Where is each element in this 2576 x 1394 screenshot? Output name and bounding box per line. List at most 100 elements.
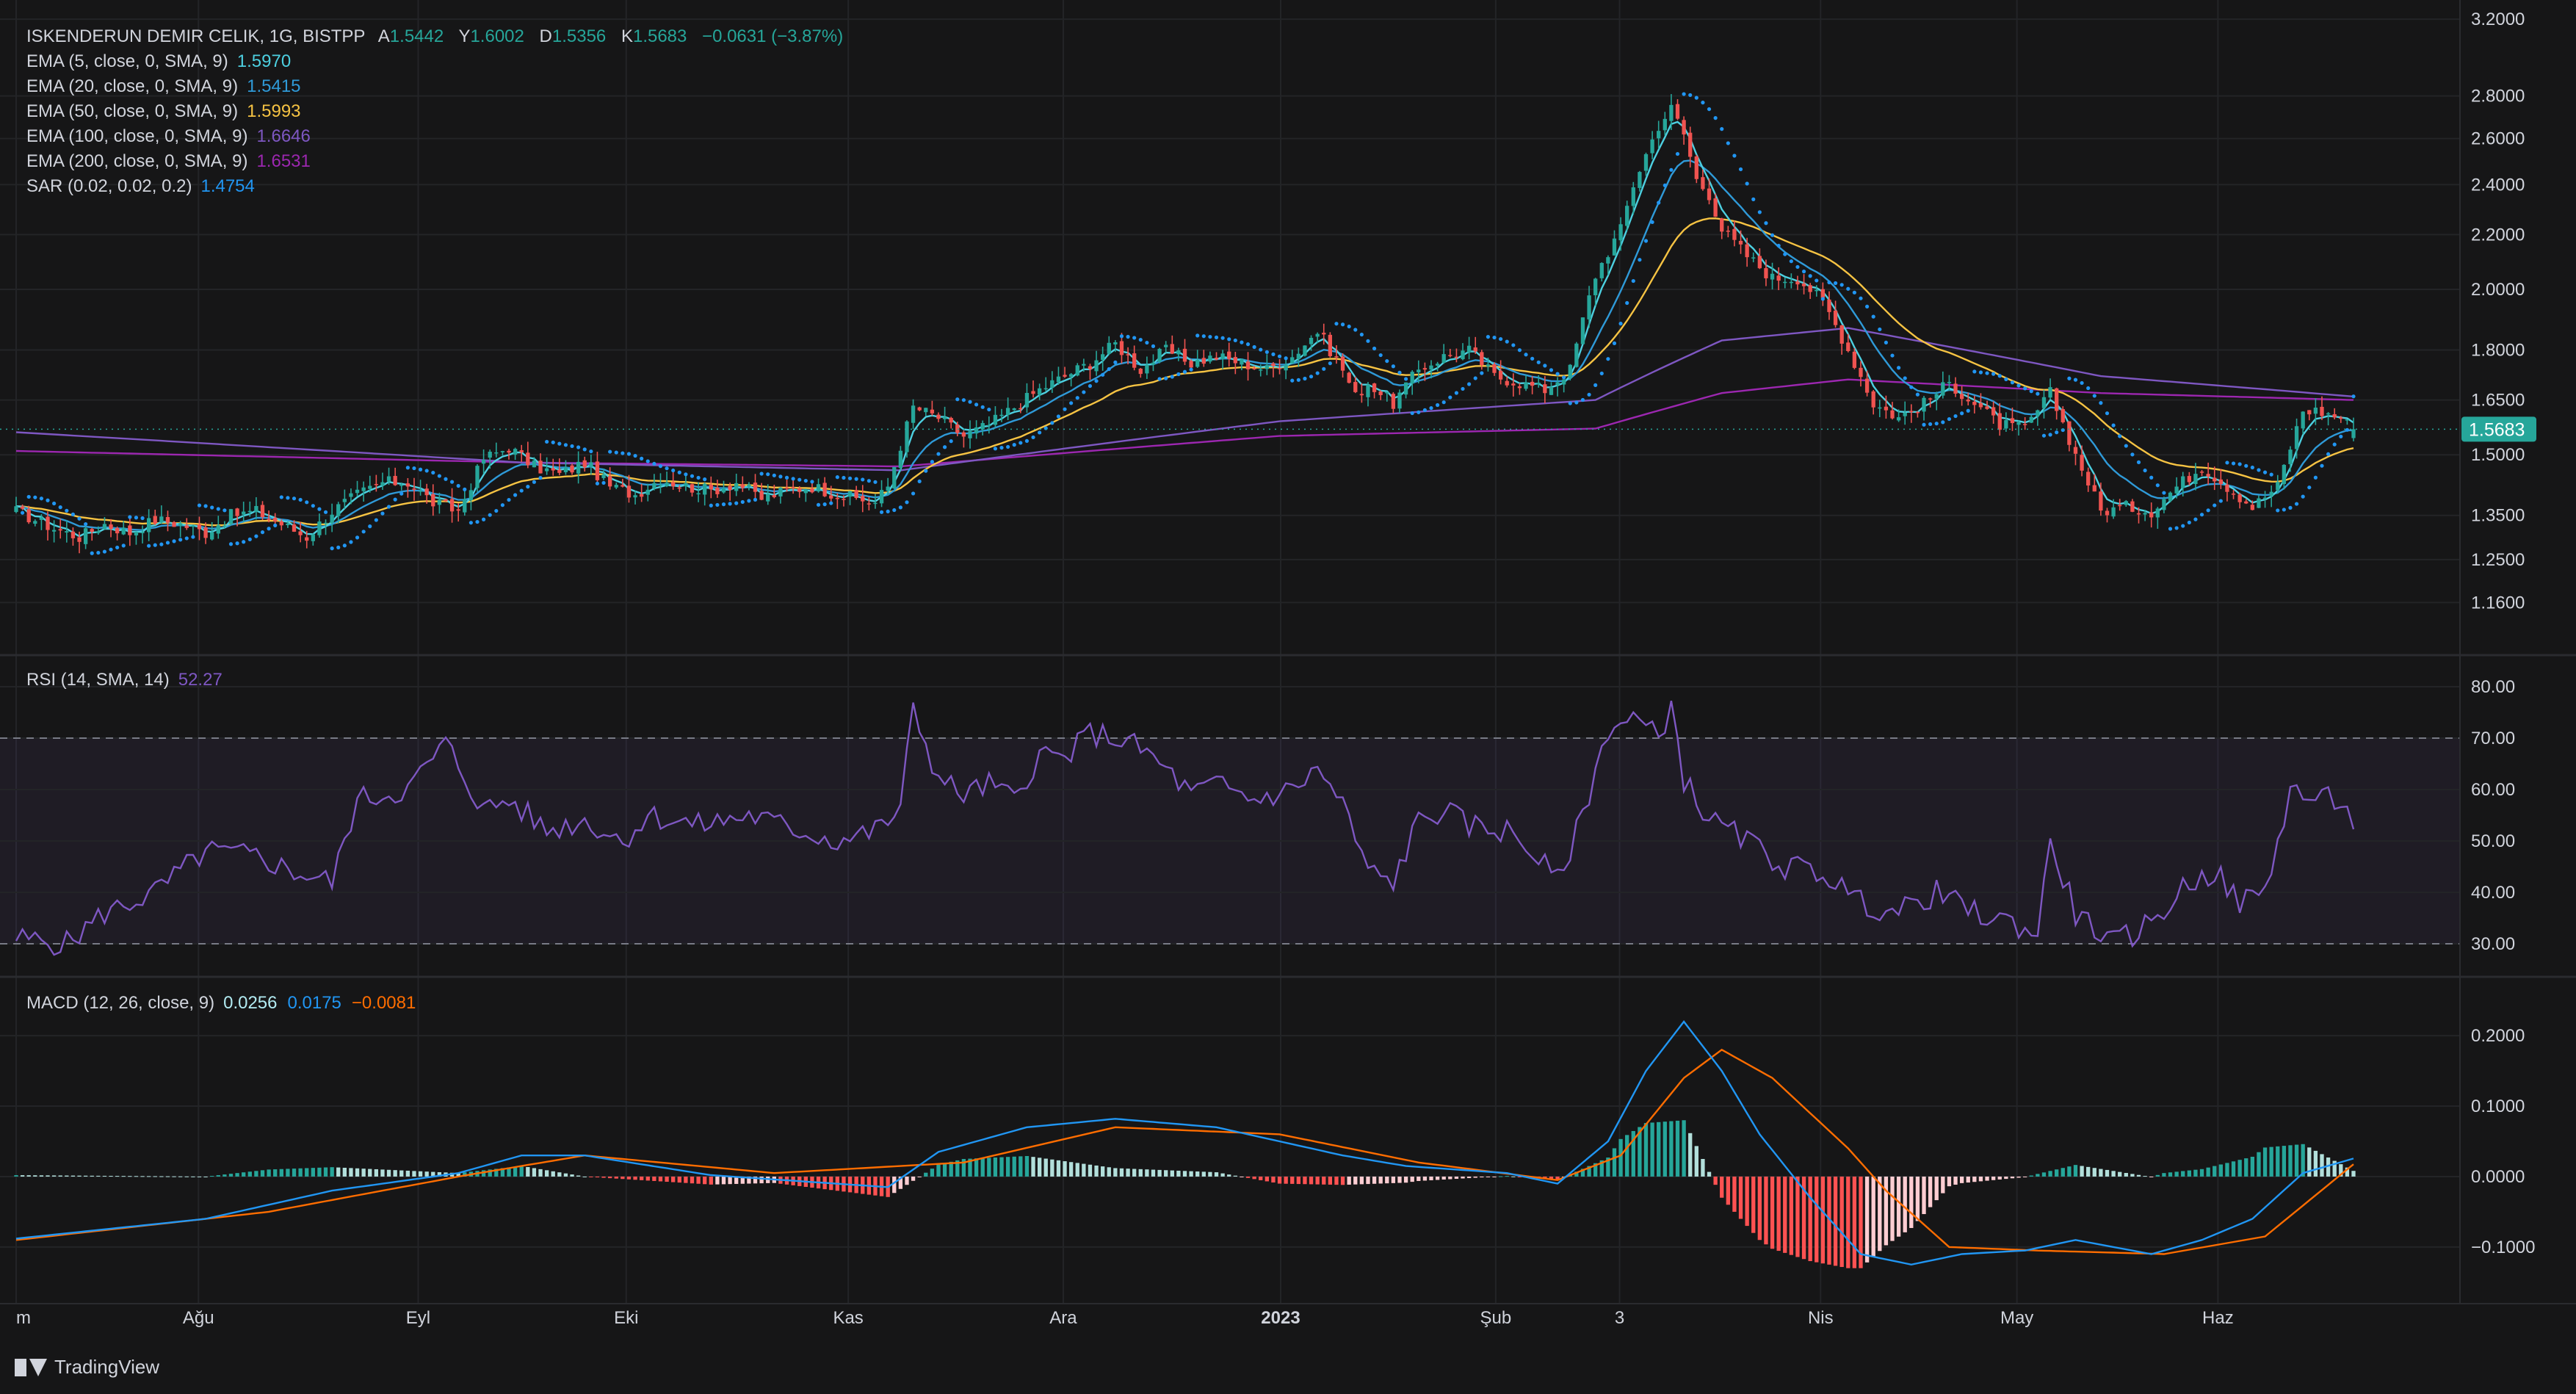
candle-body <box>1486 364 1491 366</box>
sar-dot <box>2301 494 2305 499</box>
sar-dot <box>203 504 208 508</box>
sar-dot <box>488 513 492 517</box>
macd-histogram-bar <box>242 1172 246 1177</box>
sar-dot <box>570 444 574 449</box>
macd-histogram-bar <box>538 1169 543 1177</box>
sar-dot <box>494 508 499 513</box>
candle-body <box>892 466 897 489</box>
sar-dot <box>2023 386 2027 391</box>
candle-body <box>1094 360 1099 372</box>
sar-dot <box>2250 465 2254 470</box>
macd-histogram-bar <box>1461 1176 1465 1179</box>
macd-histogram-bar <box>1322 1176 1326 1185</box>
macd-histogram-bar <box>121 1176 126 1177</box>
sar-dot <box>1915 392 1920 397</box>
macd-histogram-bar <box>1113 1168 1118 1177</box>
sar-dot <box>1201 334 1206 339</box>
sar-dot <box>1511 343 1516 347</box>
time-axis-label: 2023 <box>1261 1308 1300 1328</box>
candle-body <box>292 524 297 532</box>
candle-body <box>538 461 543 474</box>
sar-dot <box>2199 513 2204 517</box>
sar-dot <box>1315 371 1320 375</box>
macd-histogram-bar <box>911 1176 916 1181</box>
macd-histogram-bar <box>1466 1176 1472 1179</box>
sar-dot <box>1726 141 1730 145</box>
candle-body <box>1082 364 1086 366</box>
macd-histogram-bar <box>1037 1158 1042 1177</box>
macd-histogram-bar <box>70 1175 76 1177</box>
sar-dot <box>614 450 618 455</box>
sar-dot <box>784 475 789 480</box>
candle-body <box>1498 370 1503 380</box>
sar-dot <box>1827 280 1831 285</box>
sar-legend[interactable]: SAR (0.02, 0.02, 0.2) 1.4754 <box>26 176 264 197</box>
candle-body <box>665 483 669 486</box>
candle-body <box>254 505 258 512</box>
macd-histogram-bar <box>1391 1176 1396 1183</box>
sar-dot <box>658 464 663 469</box>
candle-body <box>791 487 795 488</box>
macd-histogram-bar <box>1599 1160 1604 1177</box>
ema200-legend[interactable]: EMA (200, close, 0, SMA, 9) 1.6531 <box>26 151 319 172</box>
rsi-legend[interactable]: RSI (14, SMA, 14) 52.27 <box>26 670 231 690</box>
macd-signal-line <box>15 1048 2354 1255</box>
sar-dot <box>526 485 530 489</box>
ema5-legend[interactable]: EMA (5, close, 0, SMA, 9) 1.5970 <box>26 51 300 72</box>
candle-body <box>2313 408 2318 414</box>
candle-body <box>2041 397 2047 408</box>
sar-dot <box>1189 367 1193 372</box>
sar-dot <box>1417 410 1421 414</box>
macd-histogram-bar <box>1429 1176 1433 1180</box>
ema20-legend[interactable]: EMA (20, close, 0, SMA, 9) 1.5415 <box>26 76 310 97</box>
candle-body <box>1638 172 1642 188</box>
candle-body <box>222 525 227 527</box>
ema50-legend[interactable]: EMA (50, close, 0, SMA, 9) 1.5993 <box>26 101 310 122</box>
candle-body <box>1075 365 1079 376</box>
macd-histogram-bar <box>2351 1171 2356 1177</box>
macd-histogram-bar <box>90 1175 94 1177</box>
candle-body <box>96 531 101 533</box>
sar-dot <box>1972 369 1977 374</box>
macd-histogram-bar <box>500 1168 505 1177</box>
macd-histogram-bar <box>374 1169 379 1177</box>
candle-body <box>349 493 353 497</box>
sar-dot <box>216 507 220 511</box>
macd-histogram-bar <box>576 1175 581 1177</box>
macd-histogram-bar <box>1340 1176 1345 1185</box>
macd-histogram-bar <box>1549 1176 1554 1180</box>
sar-dot <box>1808 274 1812 278</box>
sar-dot <box>2345 427 2349 432</box>
candle-body <box>980 423 985 430</box>
macd-histogram-bar <box>1043 1158 1048 1177</box>
macd-histogram-bar <box>1473 1176 1477 1178</box>
sar-dot <box>1549 368 1554 372</box>
sar-dot <box>121 543 126 548</box>
sar-dot <box>1852 290 1856 295</box>
sar-dot <box>1309 375 1314 379</box>
ema100-legend[interactable]: EMA (100, close, 0, SMA, 9) 1.6646 <box>26 126 319 147</box>
sar-dot <box>1088 383 1093 389</box>
sar-dot <box>1265 350 1269 354</box>
candle-body <box>1454 356 1459 358</box>
macd-histogram-bar <box>1903 1176 1907 1232</box>
macd-histogram-bar <box>2213 1166 2217 1177</box>
sar-dot <box>2282 508 2286 512</box>
sar-dot <box>1643 239 1649 243</box>
sar-dot <box>1195 333 1200 338</box>
time-axis-label: Ağu <box>183 1308 214 1328</box>
sar-dot <box>652 461 656 466</box>
candle-body <box>121 527 126 535</box>
candle-body <box>1776 275 1781 281</box>
macd-histogram-bar <box>1808 1176 1812 1262</box>
macd-histogram-bar <box>924 1172 928 1177</box>
sar-dot <box>286 496 290 500</box>
sar-dot <box>949 439 953 444</box>
sar-dot <box>684 472 688 477</box>
macd-histogram-bar <box>2320 1154 2324 1177</box>
macd-legend[interactable]: MACD (12, 26, close, 9) 0.0256 0.0175 −0.00… <box>26 993 424 1014</box>
rsi-axis-tick: 30.00 <box>2471 934 2515 954</box>
sar-dot <box>1631 278 1635 284</box>
macd-histogram-bar <box>2231 1161 2236 1177</box>
tradingview-brand[interactable]: TradingView <box>15 1356 159 1379</box>
